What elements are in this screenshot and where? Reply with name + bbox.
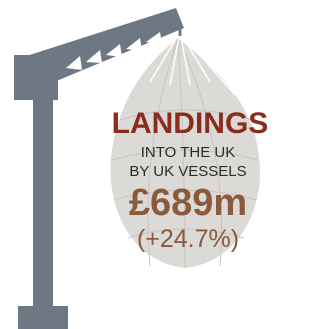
subheading-line: BY UK VESSELS bbox=[129, 163, 246, 180]
value: £689m bbox=[129, 182, 247, 224]
infographic: LANDINGS INTO THE UK BY UK VESSELS £689m… bbox=[0, 0, 294, 329]
heading: LANDINGS bbox=[112, 107, 269, 140]
change: (+24.7%) bbox=[137, 225, 239, 253]
subheading-line: INTO THE UK bbox=[141, 144, 235, 161]
page: LANDINGS INTO THE UK BY UK VESSELS £689m… bbox=[0, 0, 294, 329]
